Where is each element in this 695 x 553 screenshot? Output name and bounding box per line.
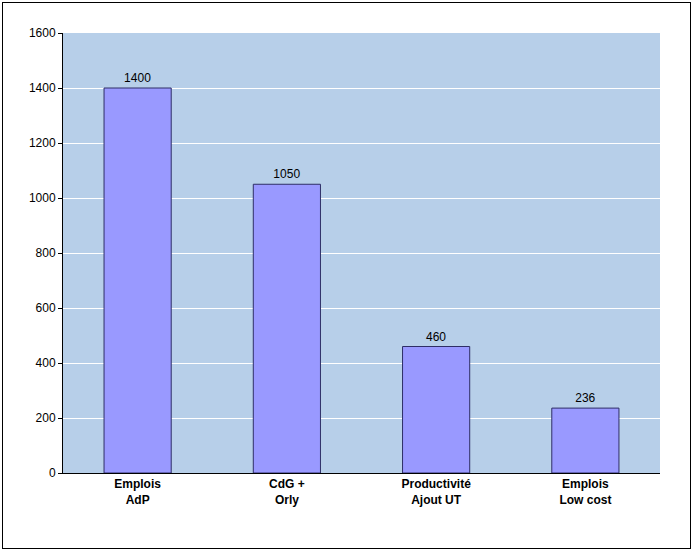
svg-text:400: 400 <box>36 356 56 370</box>
svg-text:1400: 1400 <box>124 71 151 85</box>
svg-text:236: 236 <box>575 391 595 405</box>
svg-text:460: 460 <box>426 330 446 344</box>
svg-text:EmploisLow cost: EmploisLow cost <box>559 477 611 507</box>
svg-text:ProductivitéAjout UT: ProductivitéAjout UT <box>401 477 471 507</box>
svg-text:0: 0 <box>49 466 56 480</box>
svg-text:1600: 1600 <box>29 26 56 40</box>
svg-text:800: 800 <box>36 246 56 260</box>
svg-text:1400: 1400 <box>29 81 56 95</box>
svg-text:EmploisAdP: EmploisAdP <box>114 477 161 507</box>
svg-text:600: 600 <box>36 301 56 315</box>
svg-text:CdG +Orly: CdG +Orly <box>269 477 305 507</box>
svg-text:1050: 1050 <box>273 167 300 181</box>
svg-text:200: 200 <box>36 411 56 425</box>
svg-text:1200: 1200 <box>29 136 56 150</box>
svg-text:1000: 1000 <box>29 191 56 205</box>
